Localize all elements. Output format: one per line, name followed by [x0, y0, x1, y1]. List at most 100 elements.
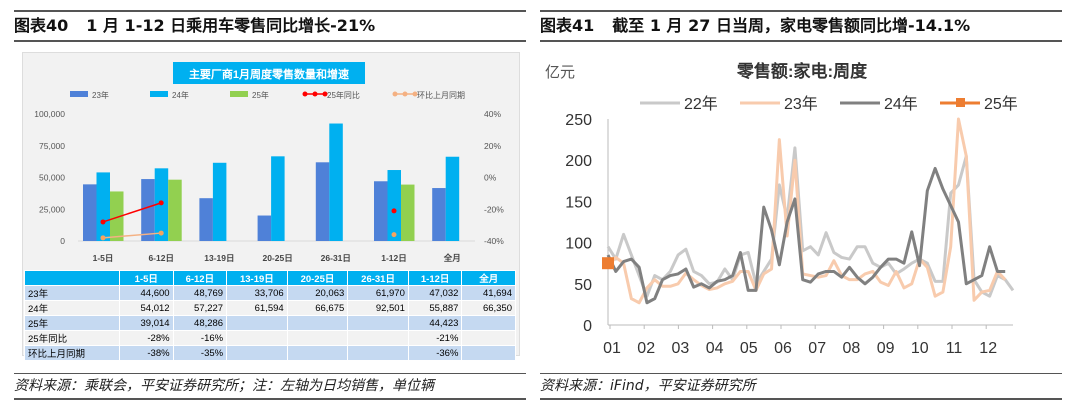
legend-marker	[402, 91, 408, 97]
y-tick-label: 50	[574, 277, 592, 294]
legend-swatch	[70, 91, 88, 97]
y-tick-label: 0	[583, 318, 592, 335]
bar-24年	[445, 156, 460, 241]
point-环比上月同期	[158, 230, 164, 236]
x-tick-label: 12	[979, 340, 997, 357]
table-cell: -35%	[172, 345, 228, 361]
legend-label: 25年	[252, 90, 269, 100]
bar-24年	[271, 156, 285, 241]
bar-23年	[83, 184, 97, 241]
table-cell	[226, 315, 288, 331]
table-cell: -28%	[119, 330, 174, 346]
table-cell: -21%	[407, 330, 463, 346]
table-cell	[286, 315, 349, 331]
table-cell: 47,032	[407, 285, 463, 301]
y-tick-label: 25,000	[39, 204, 65, 214]
table-cell: 39,014	[119, 315, 174, 331]
left-header: 图表40 1 月 1-12 日乘用车零售同比增长-21%	[14, 10, 526, 42]
column-header: 全月	[461, 270, 516, 286]
table-cell: 23年	[23, 285, 121, 301]
table-cell: 61,970	[347, 285, 409, 301]
chart-title-box	[173, 62, 365, 84]
x-tick-label: 06	[774, 340, 792, 357]
bar-24年	[212, 162, 227, 241]
chart-title: 零售额:家电:周度	[736, 61, 868, 81]
figure-title: 1 月 1-12 日乘用车零售同比增长-21%	[86, 16, 376, 35]
table-cell: 66,350	[461, 300, 516, 316]
x-tick-label: 1-12日	[381, 253, 407, 263]
x-tick-label: 09	[877, 340, 895, 357]
table-cell: 25年	[23, 315, 121, 331]
y-tick-label: 50,000	[39, 173, 65, 183]
column-header: 1-12日	[407, 270, 463, 286]
table-cell: 57,227	[172, 300, 228, 316]
legend-label: 23年	[92, 90, 109, 100]
legend-marker	[312, 91, 318, 97]
legend-marker	[322, 91, 328, 97]
x-tick-label: 20-25日	[262, 253, 292, 263]
table-cell: -38%	[119, 345, 174, 361]
x-tick-label: 10	[911, 340, 929, 357]
legend-label: 环比上月同期	[417, 90, 465, 100]
x-tick-label: 05	[740, 340, 758, 357]
table-cell: 66,675	[286, 300, 349, 316]
x-tick-label: 03	[672, 340, 690, 357]
table-cell: 48,286	[172, 315, 228, 331]
table-cell: -16%	[172, 330, 228, 346]
table-cell	[286, 330, 349, 346]
table-cell	[226, 345, 288, 361]
y2-tick-label: 40%	[484, 109, 501, 119]
bar-23年	[432, 188, 446, 241]
figure-number: 图表40	[14, 16, 69, 35]
table-cell: 24年	[23, 300, 121, 316]
bar-23年	[257, 215, 272, 241]
bar-23年	[141, 179, 155, 241]
y2-tick-label: -40%	[484, 236, 504, 246]
table-cell: 61,594	[226, 300, 288, 316]
table-cell: 55,887	[407, 300, 463, 316]
table-cell: 41,694	[461, 285, 516, 301]
table-cell	[226, 330, 288, 346]
table-cell	[461, 345, 516, 361]
y-tick-label: 150	[565, 194, 592, 211]
point-环比上月同期	[391, 232, 397, 238]
bar-25年	[168, 179, 182, 241]
x-tick-label: 13-19日	[204, 253, 234, 263]
table-row: 25年同比 -28% -16% -21%	[23, 330, 516, 346]
right-header: 图表41 截至 1 月 27 日当周，家电零售额同比增-14.1%	[540, 10, 1062, 42]
y-tick-label: 200	[565, 153, 592, 170]
bar-24年	[96, 172, 110, 241]
table-cell: 25年同比	[23, 330, 121, 346]
legend-marker	[302, 91, 308, 97]
bar-25年	[110, 191, 124, 241]
bar-24年	[329, 123, 343, 241]
legend-label: 24年	[884, 95, 918, 113]
x-tick-label: 08	[843, 340, 861, 357]
x-tick-label: 02	[637, 340, 655, 357]
figure-number: 图表41	[540, 16, 595, 35]
line-环比上月同期	[102, 232, 162, 239]
point-25年同比	[391, 208, 397, 214]
x-tick-label: 1-5日	[93, 253, 114, 263]
bar-25年	[401, 184, 415, 241]
table-cell: 44,423	[407, 315, 463, 331]
x-tick-label: 07	[808, 340, 826, 357]
legend-swatch	[230, 91, 248, 97]
legend-label: 23年	[784, 95, 818, 113]
column-header: 1-5日	[119, 270, 174, 286]
bar-24年	[387, 170, 401, 241]
bar-23年	[374, 181, 388, 241]
line-23年	[606, 117, 1007, 305]
table-cell	[347, 330, 409, 346]
y-tick-label: 100,000	[34, 109, 65, 119]
figure-title: 截至 1 月 27 日当周，家电零售额同比增-14.1%	[612, 16, 971, 35]
y-tick-label: 250	[565, 112, 592, 129]
legend-marker	[392, 91, 398, 97]
table-cell: 44,600	[119, 285, 174, 301]
y2-tick-label: 20%	[484, 141, 501, 151]
legend-label: 25年	[984, 95, 1018, 113]
column-header: 6-12日	[172, 270, 228, 286]
table-cell	[286, 345, 349, 361]
column-header: 20-25日	[286, 270, 349, 286]
